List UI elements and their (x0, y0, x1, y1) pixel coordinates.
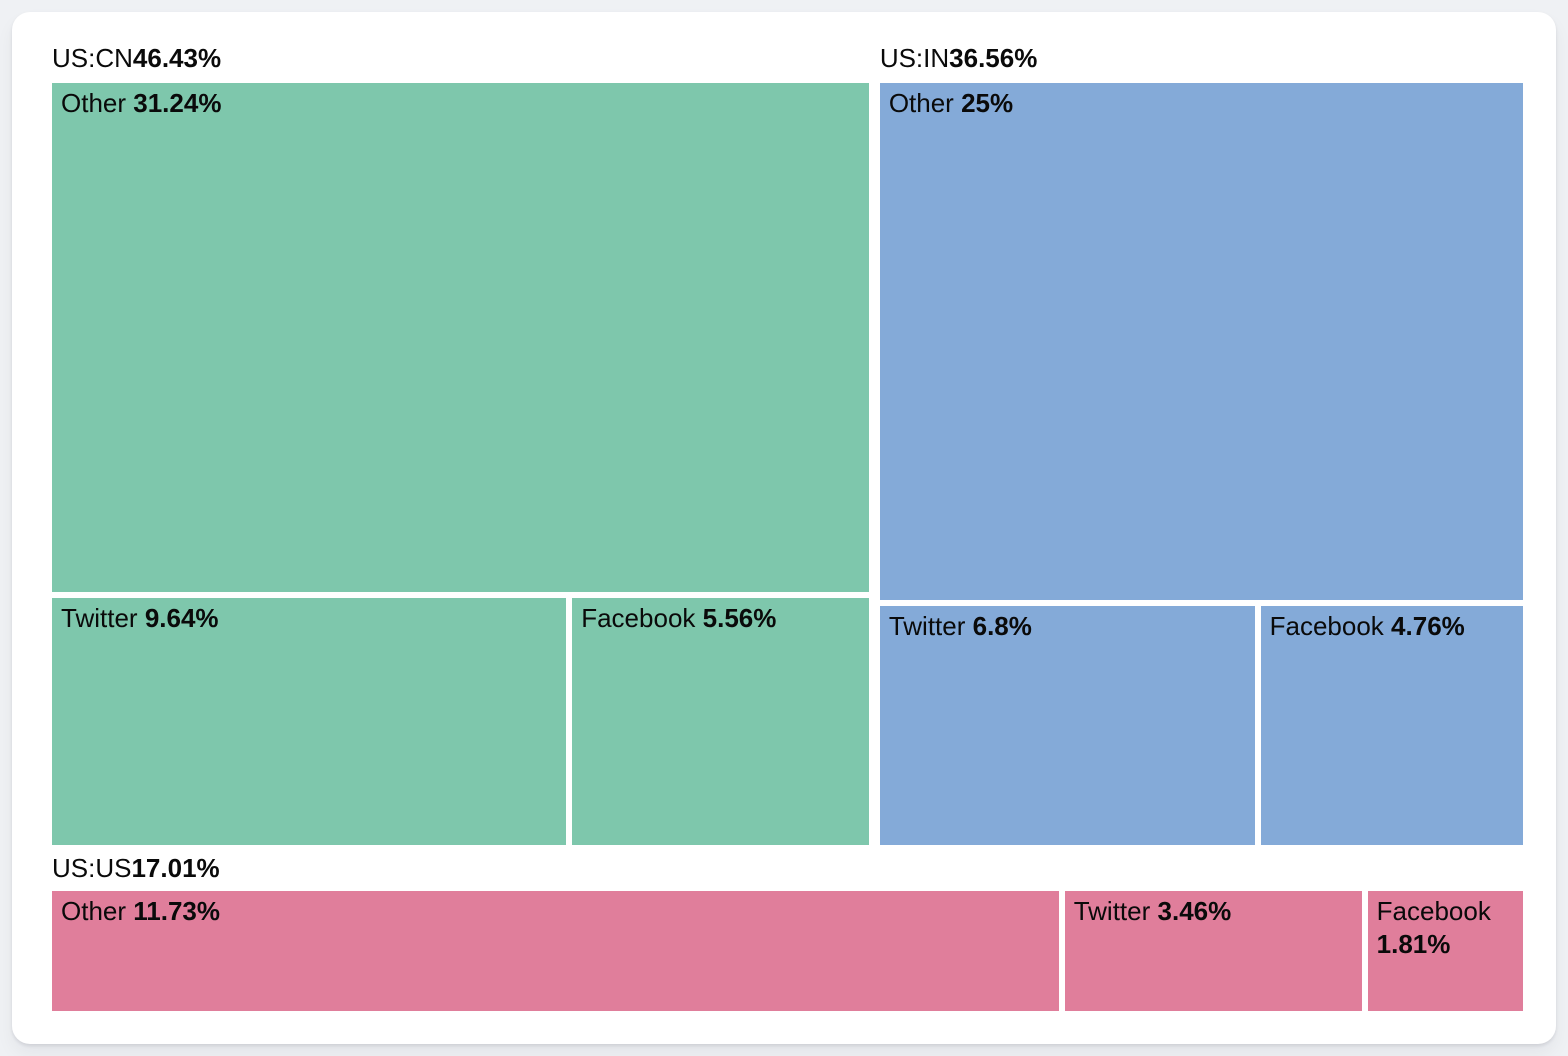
cell-label-twitter-name: Twitter (1073, 896, 1151, 926)
group-header-us-in: US:IN 36.56% (880, 34, 1523, 83)
treemap-cell-us-us-twitter[interactable]: Twitter 3.46% (1064, 891, 1362, 1011)
cell-label-twitter: Twitter 3.46% (1065, 891, 1362, 932)
treemap-group-us-us: US:US 17.01% Other 11.73% Twitter 3.46% Fac… (52, 845, 1523, 1011)
treemap-bottom-row: US:US 17.01% Other 11.73% Twitter 3.46% Fac… (52, 845, 1523, 1011)
group-header-us-us-percent: 17.01% (131, 852, 220, 883)
group-header-us-in-percent: 36.56% (949, 43, 1038, 73)
cell-label-twitter-name: Twitter (61, 602, 138, 633)
group-header-us-us: US:US 17.01% (52, 845, 1523, 891)
treemap-cell-us-in-twitter[interactable]: Twitter 6.8% (879, 605, 1255, 845)
cell-label-facebook: Facebook 5.56% (572, 598, 869, 639)
cell-label-facebook-name: Facebook (1269, 610, 1384, 641)
cell-label-facebook-percent: 5.56% (702, 602, 777, 633)
treemap-cell-us-us-other[interactable]: Other 11.73% (52, 891, 1059, 1011)
group-header-us-cn-name: US:CN (52, 43, 133, 73)
cell-label-twitter: Twitter 6.8% (880, 606, 1255, 647)
cell-label-facebook-percent: 4.76% (1391, 610, 1465, 641)
cell-label-other-name: Other (61, 88, 127, 118)
chart-card: US:CN 46.43% Other 31.24% Twitter 9.64% Fac… (12, 12, 1556, 1044)
cell-label-twitter: Twitter 9.64% (52, 598, 566, 639)
treemap-top-row: US:CN 46.43% Other 31.24% Twitter 9.64% Fac… (52, 34, 1523, 845)
cell-label-facebook-percent: 1.81% (1376, 929, 1451, 960)
cell-label-other-percent: 11.73% (133, 896, 221, 926)
cell-label-twitter-name: Twitter (888, 610, 966, 641)
cell-label-twitter-percent: 3.46% (1157, 896, 1232, 926)
group-header-us-cn: US:CN 46.43% (52, 34, 869, 83)
group-body-us-us: Other 11.73% Twitter 3.46% Facebook 1.81% (52, 891, 1523, 1011)
cell-label-other-percent: 25% (961, 88, 1014, 118)
cell-label-facebook: Facebook 4.76% (1261, 606, 1523, 647)
treemap-group-us-in: US:IN 36.56% Other 25% Twitter 6.8% Faceboo… (879, 34, 1523, 845)
cell-label-other: Other 11.73% (52, 891, 1059, 932)
cell-label-facebook-name: Facebook (581, 602, 696, 633)
cell-label-other-percent: 31.24% (133, 88, 222, 118)
cell-label-twitter-percent: 9.64% (144, 602, 219, 633)
group-subrow-us-cn: Twitter 9.64% Facebook 5.56% (52, 597, 869, 845)
cell-label-facebook-name: Facebook (1376, 896, 1491, 926)
cell-label-other: Other 31.24% (52, 83, 869, 124)
cell-label-facebook: Facebook 1.81% (1368, 891, 1523, 966)
group-body-us-in: Other 25% Twitter 6.8% Facebook 4.76% (879, 83, 1523, 845)
treemap-cell-us-cn-other[interactable]: Other 31.24% (52, 83, 869, 592)
treemap-cell-us-in-other[interactable]: Other 25% (879, 83, 1523, 600)
treemap-cell-us-cn-facebook[interactable]: Facebook 5.56% (572, 597, 869, 845)
cell-label-other-name: Other (888, 88, 954, 118)
treemap-cell-us-in-facebook[interactable]: Facebook 4.76% (1260, 605, 1523, 845)
treemap-cell-us-us-facebook[interactable]: Facebook 1.81% (1367, 891, 1523, 1011)
group-header-us-us-name: US:US (52, 852, 132, 883)
treemap: US:CN 46.43% Other 31.24% Twitter 9.64% Fac… (52, 34, 1523, 1011)
cell-label-other-name: Other (61, 896, 127, 926)
group-subrow-us-in: Twitter 6.8% Facebook 4.76% (879, 605, 1523, 845)
treemap-group-us-cn: US:CN 46.43% Other 31.24% Twitter 9.64% Fac… (52, 34, 869, 845)
group-header-us-in-name: US:IN (879, 43, 950, 73)
treemap-cell-us-cn-twitter[interactable]: Twitter 9.64% (52, 597, 567, 845)
group-body-us-cn: Other 31.24% Twitter 9.64% Facebook 5.56% (52, 83, 869, 845)
group-header-us-cn-percent: 46.43% (132, 43, 222, 73)
cell-label-twitter-percent: 6.8% (972, 610, 1032, 641)
cell-label-other: Other 25% (880, 83, 1523, 124)
